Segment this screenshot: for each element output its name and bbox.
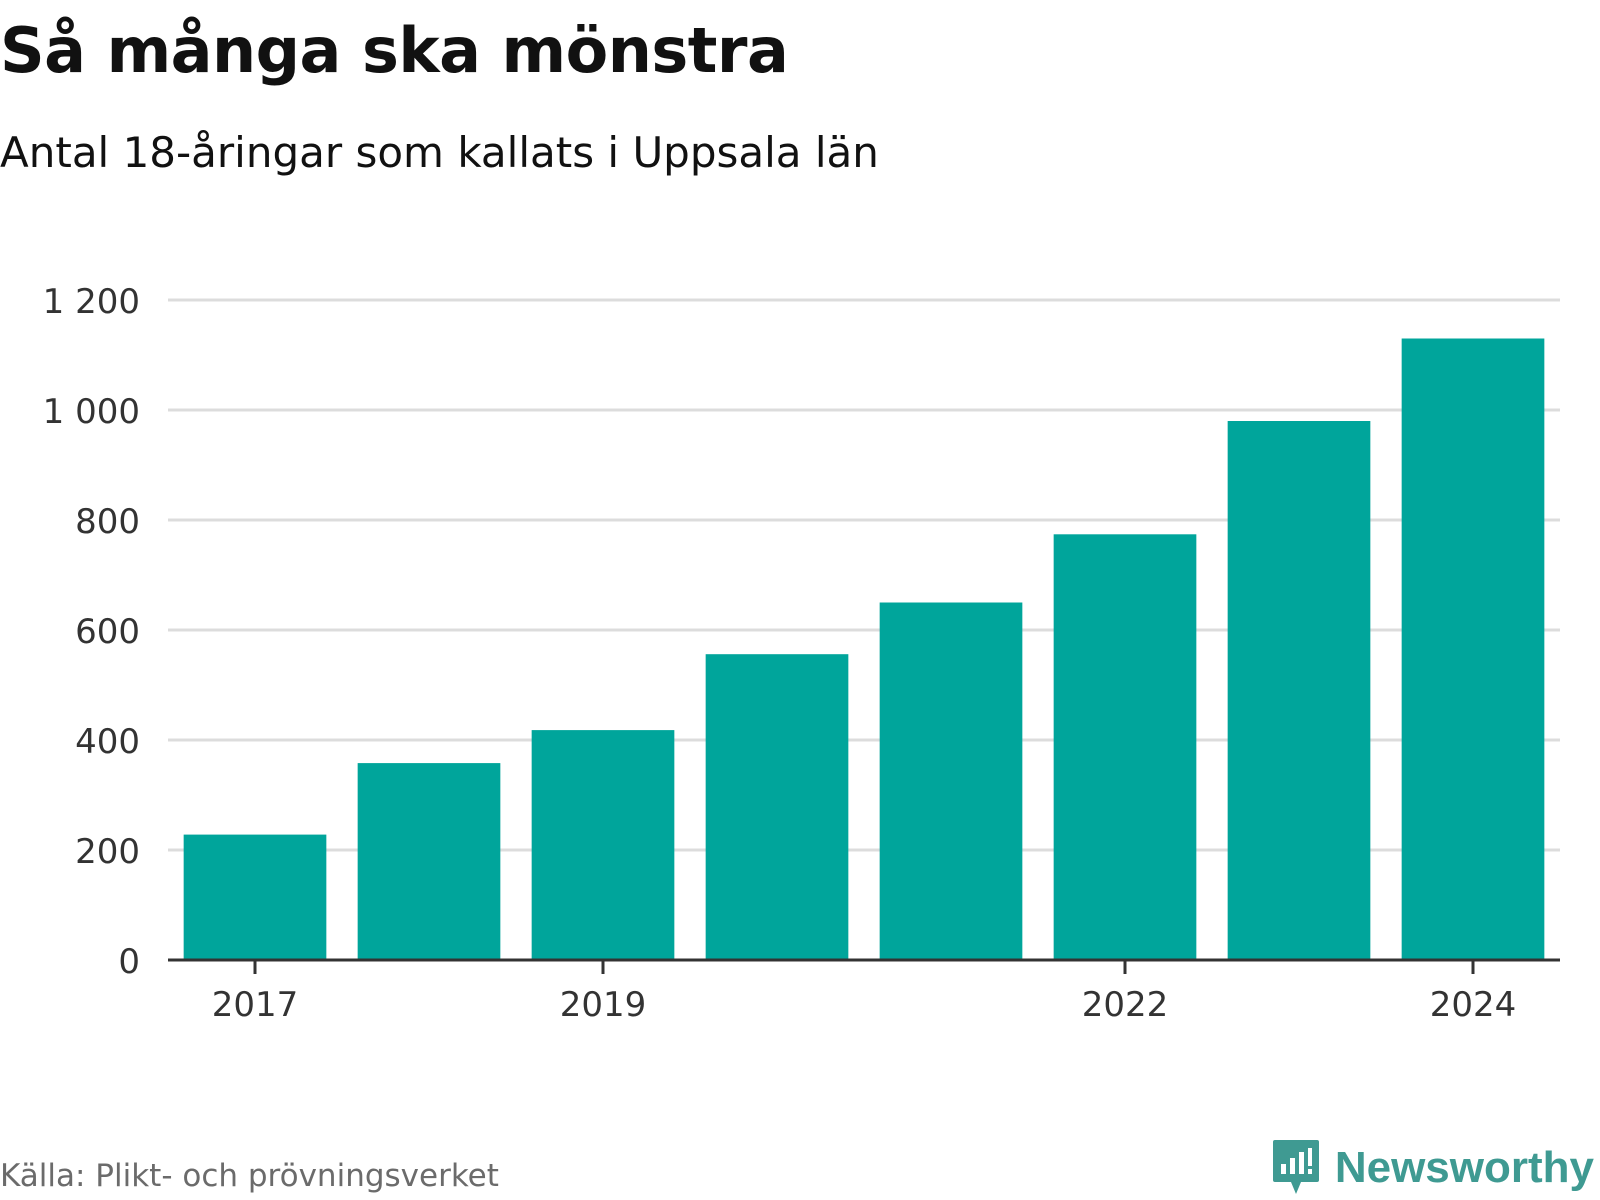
chart-subtitle: Antal 18-åringar som kallats i Uppsala l… <box>0 128 879 177</box>
bar <box>357 763 501 960</box>
bar <box>1401 338 1545 960</box>
x-tick-label: 2019 <box>560 985 647 1025</box>
y-tick-label: 200 <box>75 832 140 872</box>
axes <box>168 958 1560 974</box>
chat-bubble-bar-chart-icon <box>1272 1140 1319 1194</box>
y-tick-label: 400 <box>75 722 140 762</box>
x-tick-label: 2017 <box>212 985 299 1025</box>
x-tick-label: 2024 <box>1430 985 1517 1025</box>
bar <box>879 602 1023 960</box>
bar <box>1053 534 1197 960</box>
x-tick-label: 2022 <box>1082 985 1169 1025</box>
brand-name: Newsworthy <box>1334 1143 1594 1192</box>
chart-title: Så många ska mönstra <box>0 14 789 87</box>
y-tick-label: 800 <box>75 502 140 542</box>
y-tick-label: 1 000 <box>43 392 140 432</box>
bar <box>531 730 675 960</box>
y-tick-label: 600 <box>75 612 140 652</box>
brand-logo: Newsworthy <box>1271 1138 1594 1198</box>
source-note: Källa: Plikt- och prövningsverket <box>0 1158 499 1194</box>
bar-chart: 0 200 400 600 800 1 000 1 200 2017 2019 2022 2024 <box>43 282 1560 1025</box>
tick-labels: 0 200 400 600 800 1 000 1 200 2017 2019 2022 2024 <box>43 282 1517 1025</box>
y-tick-label: 0 <box>118 942 140 982</box>
bar <box>183 834 327 960</box>
y-tick-label: 1 200 <box>43 282 140 322</box>
bars <box>183 338 1545 960</box>
bar <box>1227 421 1371 960</box>
bar <box>705 654 849 960</box>
